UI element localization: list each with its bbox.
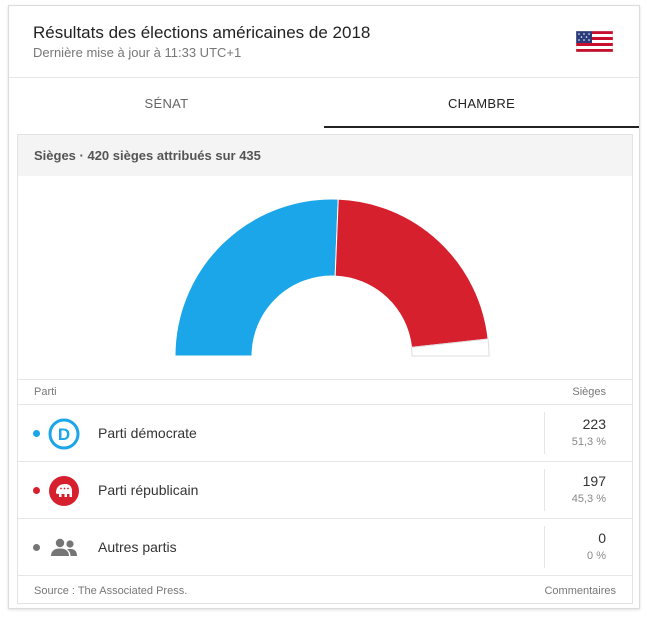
party-name: Autres partis bbox=[98, 539, 177, 555]
divider bbox=[544, 526, 545, 568]
divider bbox=[544, 469, 545, 511]
seats-column-header: Sièges bbox=[572, 386, 606, 398]
seat-count: 197 bbox=[582, 473, 606, 489]
party-name: Parti républicain bbox=[98, 482, 199, 498]
seat-count: 0 bbox=[598, 530, 606, 546]
table-header: Parti Sièges bbox=[18, 379, 632, 405]
seat-chart bbox=[18, 176, 632, 379]
last-updated: Dernière mise à jour à 11:33 UTC+1 bbox=[33, 45, 242, 60]
republican-elephant-icon bbox=[49, 476, 79, 506]
card-header: Résultats des élections américaines de 2… bbox=[9, 6, 639, 78]
us-flag-icon[interactable] bbox=[576, 31, 613, 52]
feedback-link[interactable]: Commentaires bbox=[544, 585, 616, 597]
tab-senate[interactable]: SÉNAT bbox=[144, 95, 189, 111]
party-column-header: Parti bbox=[34, 386, 57, 398]
divider bbox=[544, 412, 545, 454]
party-row-republican[interactable]: Parti républicain 197 45,3 % bbox=[18, 462, 632, 519]
unassigned-seats-segment bbox=[410, 338, 490, 357]
card-title: Résultats des élections américaines de 2… bbox=[33, 23, 371, 42]
seat-percentage: 0 % bbox=[587, 550, 606, 562]
democrat-donkey-icon: D bbox=[48, 418, 80, 450]
others-color-dot bbox=[33, 544, 40, 551]
tab-house[interactable]: CHAMBRE bbox=[324, 78, 639, 128]
republican-color-dot bbox=[33, 487, 40, 494]
party-row-others[interactable]: Autres partis 0 0 % bbox=[18, 519, 632, 576]
election-results-card: Résultats des élections américaines de 2… bbox=[8, 5, 640, 609]
panel-footer: Source : The Associated Press. Commentai… bbox=[18, 576, 632, 604]
seat-segment-1 bbox=[334, 198, 489, 348]
source-credit: Source : The Associated Press. bbox=[34, 585, 188, 597]
seat-count: 223 bbox=[582, 416, 606, 432]
hemicycle-chart bbox=[174, 198, 490, 357]
people-icon bbox=[51, 538, 77, 556]
seat-percentage: 51,3 % bbox=[571, 436, 606, 448]
party-row-democrat[interactable]: D Parti démocrate 223 51,3 % bbox=[18, 405, 632, 462]
democrat-color-dot bbox=[33, 430, 40, 437]
results-panel: Sièges · 420 sièges attribués sur 435 Pa… bbox=[17, 134, 633, 604]
seat-segment-0 bbox=[174, 198, 339, 357]
chamber-tabs: SÉNAT CHAMBRE bbox=[9, 78, 639, 128]
svg-text:D: D bbox=[58, 425, 70, 444]
seat-percentage: 45,3 % bbox=[571, 493, 606, 505]
seats-heading: Sièges · 420 sièges attribués sur 435 bbox=[18, 135, 632, 176]
party-name: Parti démocrate bbox=[98, 425, 197, 441]
